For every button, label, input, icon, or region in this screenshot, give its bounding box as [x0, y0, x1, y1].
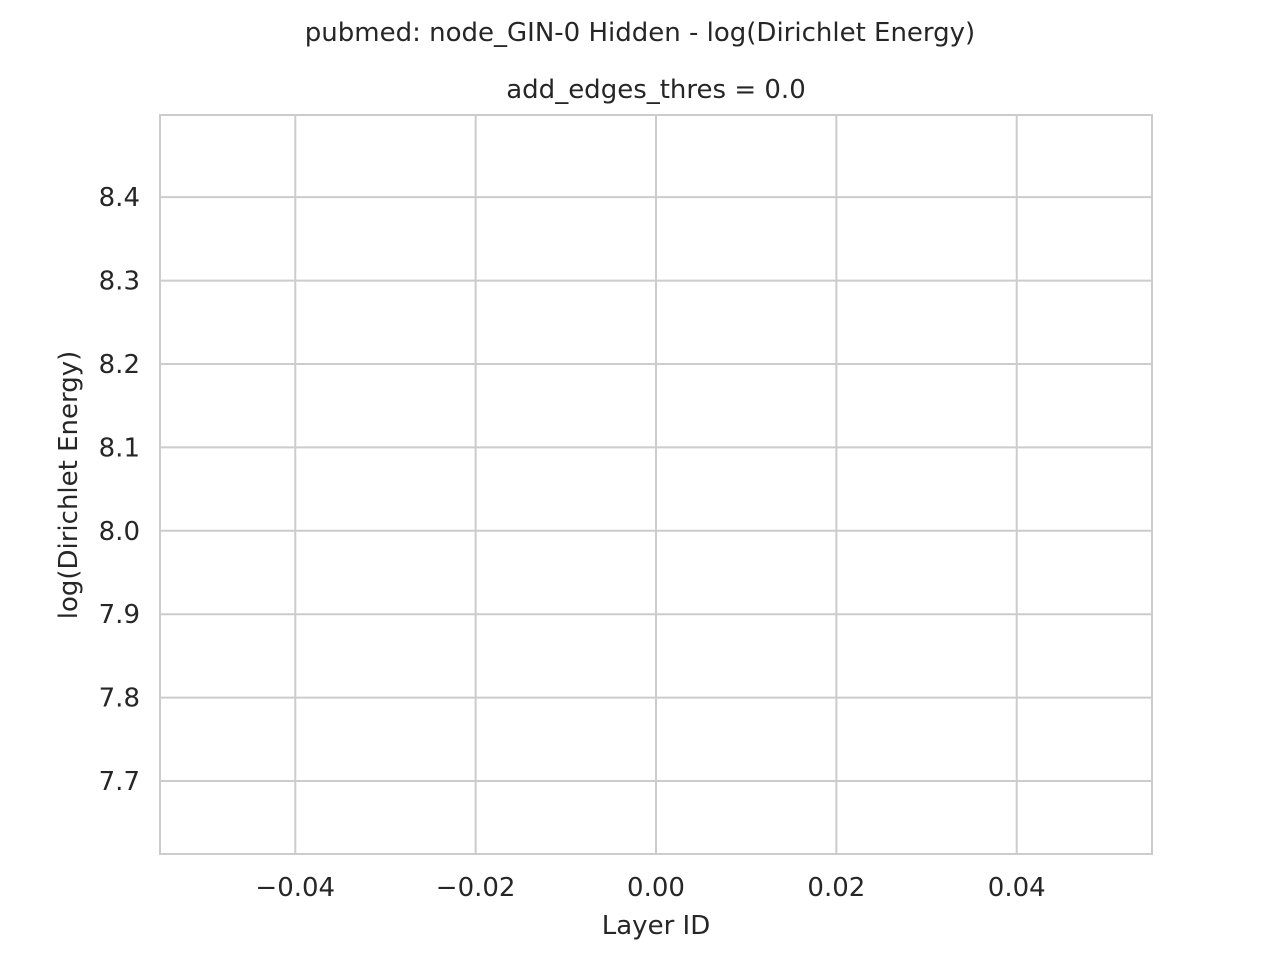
y-tick-label: 8.4 — [99, 183, 140, 213]
y-axis-ticks: 7.7 7.8 7.9 8.0 8.1 8.2 8.3 8.4 — [99, 183, 140, 797]
x-tick-label: 0.00 — [627, 873, 685, 903]
y-tick-label: 8.3 — [99, 267, 140, 297]
chart-title: pubmed: node_GIN-0 Hidden - log(Dirichle… — [305, 18, 975, 48]
y-tick-label: 8.1 — [99, 433, 140, 463]
x-tick-label: 0.04 — [988, 873, 1046, 903]
y-tick-label: 8.2 — [99, 350, 140, 380]
x-axis-label: Layer ID — [602, 911, 710, 941]
y-tick-label: 7.8 — [99, 684, 140, 714]
x-axis-ticks: −0.04 −0.02 0.00 0.02 0.04 — [255, 873, 1045, 903]
y-tick-label: 7.7 — [99, 767, 140, 797]
x-tick-label: −0.02 — [436, 873, 516, 903]
y-tick-label: 8.0 — [99, 517, 140, 547]
grid — [160, 115, 1152, 854]
plot-area — [159, 114, 1153, 855]
subplot-title: add_edges_thres = 0.0 — [506, 75, 805, 105]
y-tick-label: 7.9 — [99, 600, 140, 630]
x-tick-label: −0.04 — [255, 873, 335, 903]
x-tick-label: 0.02 — [807, 873, 865, 903]
y-axis-label: log(Dirichlet Energy) — [54, 351, 84, 620]
